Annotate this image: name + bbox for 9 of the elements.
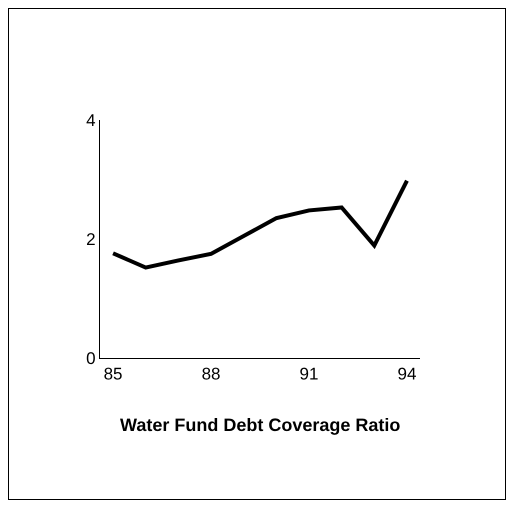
x-tick-label: 88 (202, 364, 220, 384)
y-tick-label: 4 (86, 110, 96, 130)
y-tick-label: 2 (86, 230, 96, 249)
y-tick-label: 0 (86, 348, 96, 368)
x-tick-label: 94 (397, 364, 416, 384)
text: Water Fund Debt Coverage Ratio (120, 415, 400, 435)
x-tick-label: 85 (104, 364, 123, 384)
x-tick-label: 91 (300, 364, 318, 384)
line-series (111, 178, 409, 270)
